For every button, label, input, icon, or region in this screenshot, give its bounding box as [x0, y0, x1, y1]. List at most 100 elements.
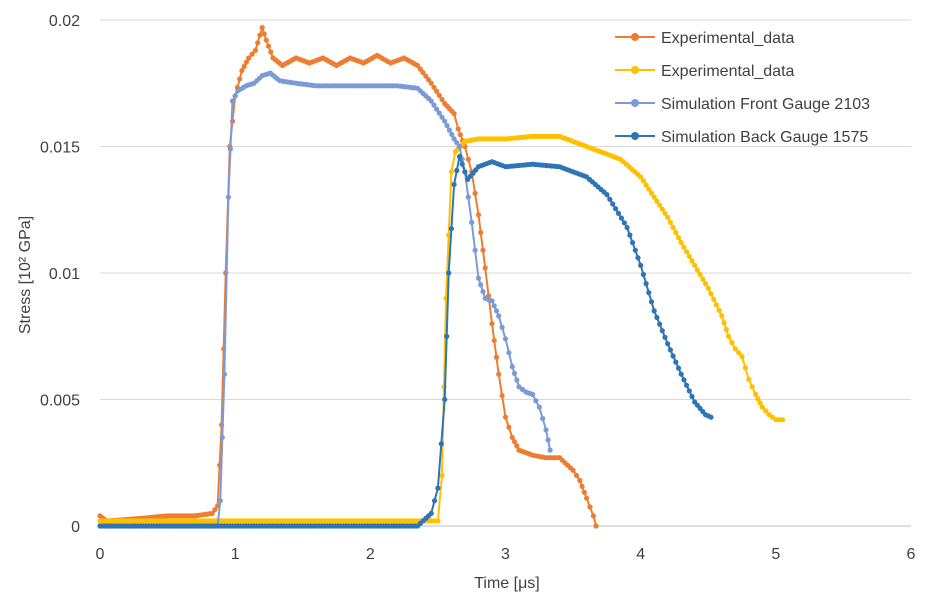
data-point	[780, 417, 786, 423]
data-point	[590, 513, 597, 519]
data-point	[455, 126, 461, 132]
data-point	[496, 313, 502, 319]
data-point	[570, 467, 576, 473]
data-point	[502, 414, 509, 420]
data-point	[646, 290, 652, 296]
data-point	[444, 123, 450, 129]
data-point	[472, 247, 478, 253]
data-point	[420, 70, 426, 76]
data-point	[241, 63, 247, 69]
data-point	[227, 146, 233, 152]
data-point	[640, 178, 647, 184]
data-point	[212, 507, 218, 513]
data-point	[480, 247, 486, 253]
data-point	[529, 391, 536, 397]
data-point	[684, 382, 690, 388]
data-point	[239, 68, 245, 74]
x-tick-label: 4	[636, 546, 645, 563]
data-point	[615, 210, 622, 216]
data-point	[511, 370, 518, 376]
data-point	[472, 190, 478, 196]
y-axis-title: Stress [10² GPa]	[17, 216, 34, 334]
data-point	[428, 510, 434, 516]
data-point	[697, 271, 703, 278]
data-point	[493, 308, 500, 314]
data-point	[692, 262, 698, 268]
series-2	[97, 133, 786, 524]
data-point	[533, 398, 539, 404]
y-tick-label: 0.015	[40, 140, 80, 157]
data-point	[657, 321, 663, 327]
data-point	[755, 396, 761, 402]
series-line	[100, 135, 783, 522]
data-point	[581, 489, 587, 495]
data-point	[665, 341, 671, 347]
data-point	[263, 37, 269, 43]
data-point	[491, 337, 497, 344]
data-point	[621, 220, 627, 226]
y-tick-label: 0	[71, 519, 80, 536]
data-point	[225, 194, 231, 200]
legend-label: Experimental_data	[661, 30, 795, 47]
data-point	[454, 140, 460, 146]
data-point	[708, 414, 714, 420]
data-point	[613, 206, 619, 212]
data-point	[229, 98, 236, 104]
data-point	[456, 143, 463, 150]
data-point	[725, 333, 732, 339]
data-point	[678, 371, 684, 377]
legend-marker-swatch	[631, 132, 639, 140]
data-point	[657, 202, 663, 208]
data-point	[667, 347, 674, 353]
data-point	[415, 62, 421, 69]
data-point	[675, 235, 682, 241]
data-point	[425, 77, 432, 83]
plot-area	[97, 24, 786, 529]
data-point	[624, 224, 630, 231]
data-point	[749, 384, 755, 390]
data-point	[648, 299, 655, 305]
data-point	[434, 88, 440, 94]
data-point	[431, 102, 437, 108]
data-point	[678, 240, 684, 246]
data-point	[627, 232, 633, 238]
data-point	[246, 55, 252, 61]
data-point	[643, 182, 649, 188]
y-axis: 0 0.005 0.01 0.015 0.02	[40, 13, 80, 536]
data-point	[681, 244, 687, 250]
x-tick-label: 2	[366, 546, 375, 563]
data-point	[221, 371, 227, 377]
legend-item: Experimental_data	[615, 63, 795, 80]
data-point	[708, 291, 714, 297]
data-point	[509, 434, 515, 440]
data-point	[584, 495, 590, 501]
data-point	[428, 80, 434, 86]
data-point	[667, 219, 674, 225]
legend: Experimental_data Experimental_data Simula…	[615, 30, 870, 146]
data-point	[593, 523, 599, 529]
data-point	[659, 206, 665, 212]
data-point	[604, 192, 610, 198]
legend-label: Simulation Front Gauge 2103	[661, 96, 870, 113]
data-point	[434, 106, 440, 112]
data-point	[459, 161, 465, 167]
data-point	[689, 258, 695, 264]
data-point	[673, 229, 679, 236]
data-point	[451, 136, 457, 142]
data-point	[686, 388, 692, 394]
y-tick-label: 0.02	[49, 13, 80, 30]
data-point	[719, 313, 725, 319]
x-tick-label: 5	[771, 546, 780, 563]
data-point	[442, 396, 448, 403]
data-point	[648, 190, 655, 196]
data-point	[449, 131, 455, 138]
data-point	[499, 324, 505, 330]
data-point	[579, 483, 585, 489]
data-point	[618, 215, 625, 221]
data-point	[632, 247, 638, 253]
x-axis-title: Time [μs]	[474, 575, 540, 592]
series-4	[97, 152, 714, 529]
data-point	[739, 353, 745, 360]
data-point	[451, 111, 457, 117]
data-point	[436, 92, 442, 98]
